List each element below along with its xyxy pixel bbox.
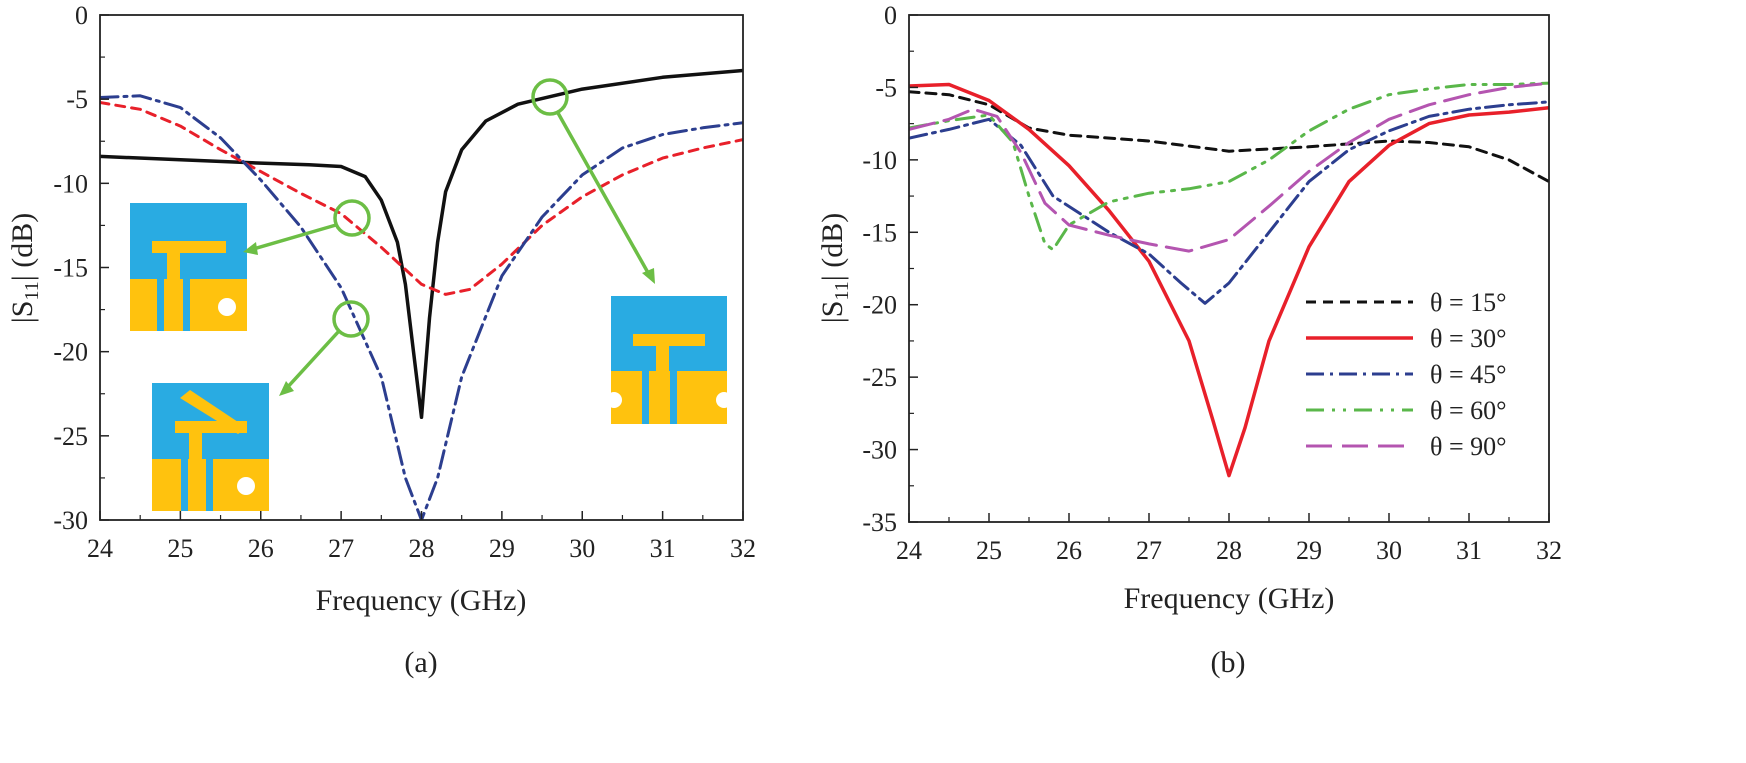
series-line-a-0: [100, 68, 743, 420]
x-tick-label-b: 27: [1136, 536, 1162, 565]
callout-arrow-bottom-left: [283, 329, 341, 392]
y-tick-label-a: -15: [53, 254, 88, 283]
y-axis-title-b: |S11| (dB): [816, 213, 853, 323]
panel-label-b: (b): [1211, 646, 1246, 679]
y-tick-label-a: -20: [53, 338, 88, 367]
x-axis-title-a: Frequency (GHz): [316, 584, 527, 617]
y-tick-label-a: -5: [66, 85, 88, 114]
ticks-a: 24 25 26 27 28 29 30 31 32 0 -5 -10 -15 -20 -25 -30: [53, 1, 756, 563]
y-tick-label-b: -15: [862, 218, 897, 247]
x-axis-title-b: Frequency (GHz): [1124, 582, 1335, 615]
chart-panel-a: 24 25 26 27 28 29 30 31 32 0 -5 -10 -15 -20 -25 -30 Fre…: [6, 1, 756, 679]
y-tick-label-b: -5: [875, 73, 897, 102]
y-tick-label-b: -30: [862, 436, 897, 465]
x-tick-label-b: 29: [1296, 536, 1322, 565]
inset-patch-left-top: [130, 203, 247, 331]
y-tick-label-a: -10: [53, 169, 88, 198]
y-axis-title-a: |S11| (dB): [6, 213, 43, 323]
series-line-a-2: [100, 94, 743, 520]
x-tick-label-a: 31: [650, 534, 676, 563]
legend-label-1: θ = 30°: [1430, 324, 1507, 353]
y-tick-label-b: -10: [862, 146, 897, 175]
x-tick-label-b: 28: [1216, 536, 1242, 565]
x-tick-label-b: 26: [1056, 536, 1082, 565]
y-tick-label-a: 0: [75, 1, 88, 30]
x-tick-label-b: 30: [1376, 536, 1402, 565]
callout-arrow-right: [556, 112, 653, 279]
callout-circle-top-left: [333, 199, 371, 237]
series-line-b-1: [909, 82, 1549, 478]
annotation-callouts: [249, 78, 653, 392]
callout-circle-right: [531, 78, 569, 116]
callout-arrow-top-left: [249, 223, 337, 252]
panel-label-a: (a): [404, 646, 437, 679]
y-tick-label-b: 0: [884, 1, 897, 30]
callout-circle-bottom-left: [332, 300, 370, 338]
x-tick-label-b: 31: [1456, 536, 1482, 565]
annotation-arrowheads: [243, 242, 655, 396]
x-tick-label-a: 25: [167, 534, 193, 563]
y-tick-label-b: -35: [862, 508, 897, 537]
series-line-b-3: [909, 81, 1549, 252]
inset-patch-left-bottom: [152, 383, 269, 511]
x-tick-label-a: 28: [409, 534, 435, 563]
x-tick-label-a: 30: [569, 534, 595, 563]
y-tick-label-a: -25: [53, 422, 88, 451]
x-tick-label-a: 32: [730, 534, 756, 563]
plot-area-a: [100, 68, 743, 520]
legend-b: θ = 15° θ = 30° θ = 45° θ = 60° θ = 90°: [1306, 288, 1507, 461]
ticks-b: 24 25 26 27 28 29 30 31 32 0 -5 -10 -15 -20 -25 -30 -35: [862, 1, 1562, 565]
y-tick-label-a: -30: [53, 506, 88, 535]
legend-label-4: θ = 90°: [1430, 432, 1507, 461]
x-tick-label-a: 27: [328, 534, 354, 563]
series-line-b-2: [909, 100, 1549, 305]
chart-panel-b: 24 25 26 27 28 29 30 31 320-5-10-15-20-25-30-35 …: [816, 1, 1562, 679]
series-group-a: [100, 68, 743, 520]
x-tick-label-a: 26: [248, 534, 274, 563]
x-tick-label-a: 29: [489, 534, 515, 563]
legend-label-2: θ = 45°: [1430, 360, 1507, 389]
y-tick-label-b: -20: [862, 291, 897, 320]
x-tick-label-a: 24: [87, 534, 113, 563]
legend-label-0: θ = 15°: [1430, 288, 1507, 317]
x-tick-label-b: 24: [896, 536, 922, 565]
series-line-b-0: [909, 90, 1549, 184]
legend-label-3: θ = 60°: [1430, 396, 1507, 425]
x-tick-label-b: 25: [976, 536, 1002, 565]
y-tick-label-b: -25: [862, 363, 897, 392]
inset-patch-right: [606, 296, 732, 424]
series-line-b-4: [909, 81, 1549, 253]
series-line-a-1: [100, 101, 743, 296]
plot-area-b: [909, 81, 1549, 478]
series-group-b: [909, 81, 1549, 478]
x-tick-label-b: 32: [1536, 536, 1562, 565]
